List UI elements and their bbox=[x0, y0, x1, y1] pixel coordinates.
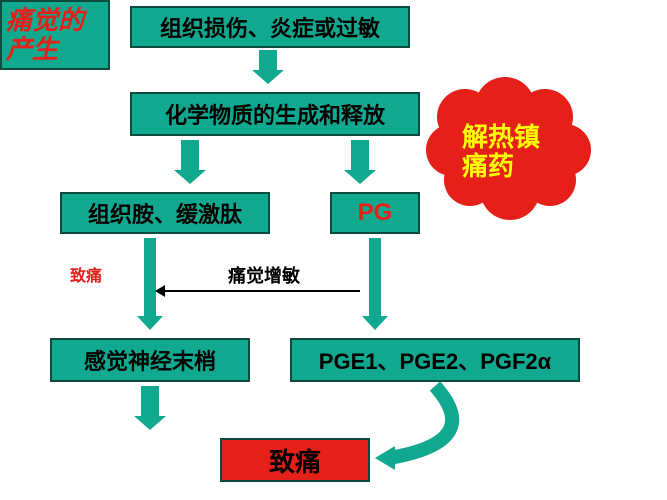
curved-arrow bbox=[335, 346, 535, 498]
arrow-head-icon bbox=[362, 316, 388, 330]
curved-path bbox=[389, 386, 452, 458]
arrow-head-icon bbox=[344, 170, 376, 184]
node-histamine: 组织胺、缓激肽 bbox=[60, 192, 270, 234]
arrow-head-icon bbox=[134, 416, 166, 430]
arrow-shaft bbox=[351, 140, 369, 170]
callout-text: 解热镇痛药 bbox=[462, 123, 572, 180]
arrow-shaft bbox=[369, 238, 381, 316]
label-sensitize: 痛觉增敏 bbox=[228, 262, 300, 288]
node-nerve-label: 感觉神经末梢 bbox=[84, 344, 216, 376]
curved-arrow-head-icon bbox=[375, 446, 395, 470]
arrow-shaft bbox=[181, 140, 199, 170]
arrow-shaft bbox=[259, 50, 277, 70]
arrow-head-left-icon bbox=[155, 285, 165, 297]
node-hist-label: 组织胺、缓激肽 bbox=[88, 197, 242, 229]
node-release-label: 化学物质的生成和释放 bbox=[165, 98, 385, 130]
node-pg: PG bbox=[330, 192, 420, 234]
node-nerve-ending: 感觉神经末梢 bbox=[50, 338, 250, 382]
label-cause-pain: 致痛 bbox=[70, 262, 102, 286]
node-release: 化学物质的生成和释放 bbox=[130, 92, 420, 136]
node-injury: 组织损伤、炎症或过敏 bbox=[130, 6, 410, 48]
title-text: 痛觉的产生 bbox=[6, 6, 84, 63]
node-pg-label: PG bbox=[358, 199, 393, 227]
node-injury-label: 组织损伤、炎症或过敏 bbox=[160, 11, 380, 43]
arrow-head-icon bbox=[174, 170, 206, 184]
arrow-shaft bbox=[144, 238, 156, 316]
arrow-head-icon bbox=[252, 70, 284, 84]
node-pain-label: 致痛 bbox=[269, 442, 321, 479]
arrow-head-icon bbox=[137, 316, 163, 330]
arrow-shaft bbox=[141, 386, 159, 416]
title-box: 痛觉的产生 bbox=[0, 0, 110, 70]
arrow-sensitization bbox=[165, 290, 360, 292]
